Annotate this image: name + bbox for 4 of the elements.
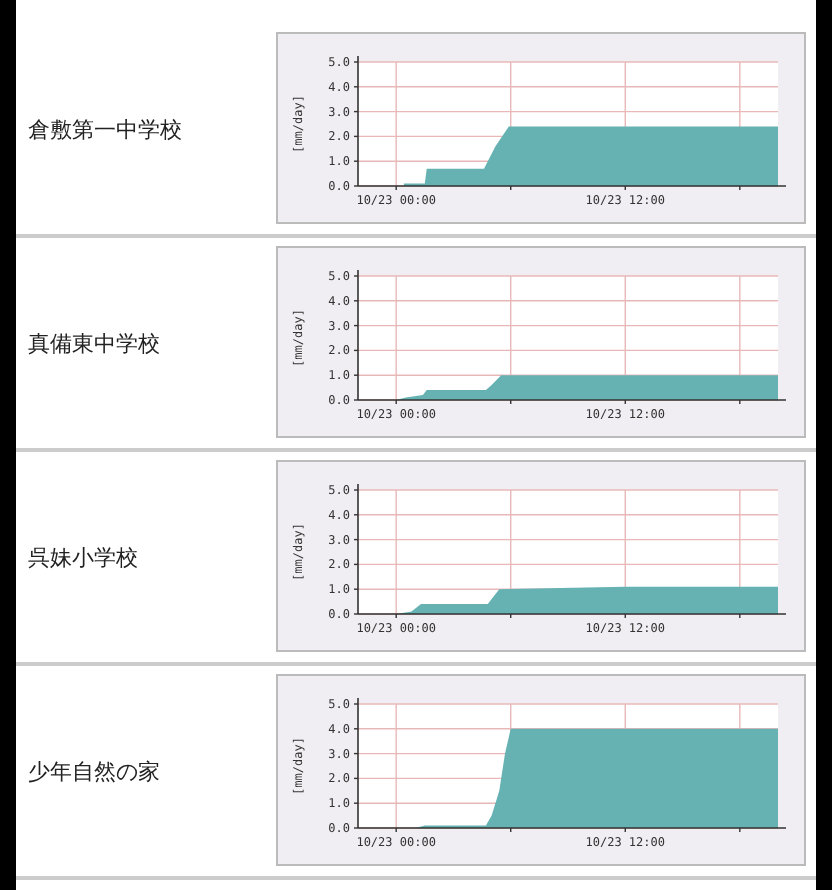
text: 少年自然の家 [28, 759, 160, 785]
text: 倉敷第一中学校 [28, 117, 182, 143]
text: 真備東中学校 [28, 331, 160, 357]
text: 呉妹小学校 [28, 545, 138, 571]
